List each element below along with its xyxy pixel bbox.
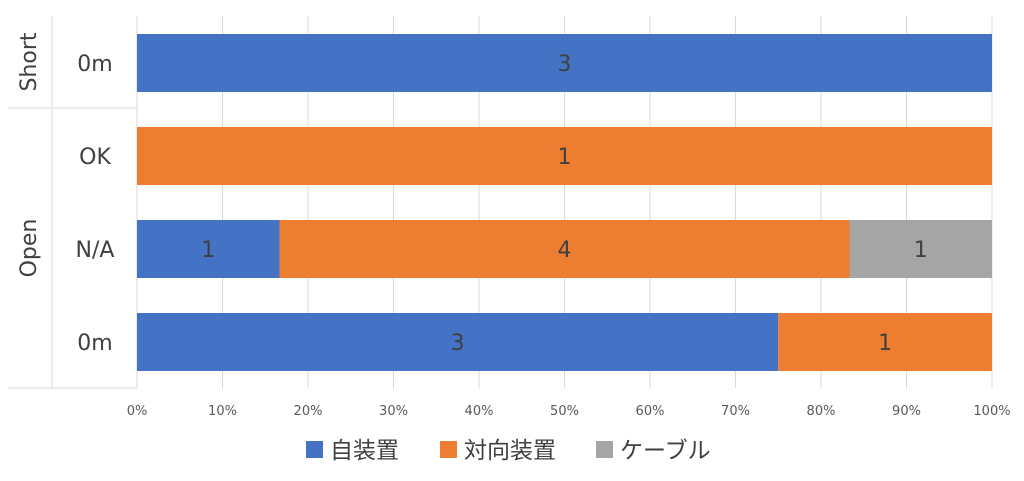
legend-label: 自装置	[330, 438, 399, 464]
data-label: 1	[878, 331, 892, 356]
data-label: 3	[558, 52, 572, 77]
legend-swatch	[440, 441, 457, 458]
group-label: Open	[17, 219, 42, 278]
bar-segment	[137, 127, 992, 185]
bar-segment	[137, 220, 280, 278]
category-label: OK	[79, 145, 111, 170]
data-label: 1	[201, 238, 215, 263]
data-label: 1	[558, 145, 572, 170]
x-tick-label: 10%	[208, 404, 237, 419]
bar-segment	[137, 313, 779, 371]
data-label: 1	[914, 238, 928, 263]
x-tick-label: 0%	[127, 404, 148, 419]
x-tick-label: 50%	[550, 404, 579, 419]
category-label: 0m	[77, 52, 112, 77]
x-tick-label: 100%	[973, 404, 1010, 419]
x-tick-label: 70%	[721, 404, 750, 419]
legend-label: 対向装置	[464, 438, 556, 464]
legend-swatch	[596, 441, 613, 458]
legend-swatch	[306, 441, 323, 458]
data-label: 4	[558, 238, 572, 263]
legend-label: ケーブル	[620, 438, 711, 464]
bar-segment	[279, 220, 850, 278]
x-tick-label: 60%	[636, 404, 665, 419]
x-tick-label: 90%	[892, 404, 921, 419]
x-tick-label: 20%	[294, 404, 323, 419]
x-tick-label: 80%	[807, 404, 836, 419]
data-label: 3	[451, 331, 465, 356]
bar-segment	[849, 220, 992, 278]
bar-segment	[137, 34, 992, 92]
x-tick-label: 40%	[465, 404, 494, 419]
group-label: Short	[17, 32, 42, 91]
category-label: 0m	[77, 331, 112, 356]
category-label: N/A	[76, 238, 115, 263]
x-tick-label: 30%	[379, 404, 408, 419]
bar-segment	[778, 313, 992, 371]
